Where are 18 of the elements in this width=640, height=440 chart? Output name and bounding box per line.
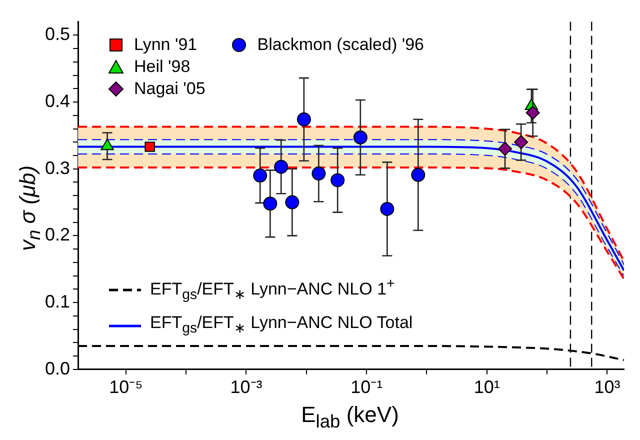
y-tick-label: 0.4 — [44, 90, 70, 111]
x-axis-title: E$_{lab}$ (keV) — [300, 402, 400, 432]
y-tick-label: 0.2 — [44, 224, 70, 245]
y-tick-label: 0.0 — [44, 358, 70, 378]
x-tick-label: 10⁻⁵ — [109, 377, 143, 398]
y-tick-label: 0.3 — [44, 158, 70, 178]
y-tick-label: 0.5 — [44, 24, 70, 44]
legend-label: Heil '98 — [134, 56, 190, 78]
legend-label: EFT$_{gs}$/EFT$_{∗}$ Lynn−ANC NLO 1$^{+}$ — [150, 275, 395, 306]
x-tick-label: 10⁻¹ — [350, 377, 383, 398]
legend-label: EFT$_{gs}$/EFT$_{∗}$ Lynn−ANC NLO Total — [150, 312, 413, 338]
y-tick-label: 0.1 — [44, 292, 70, 312]
legend-label: Lynn '91 — [134, 34, 198, 56]
x-tick-label: 10¹ — [474, 377, 500, 398]
legend-label: Blackmon (scaled) '96 — [257, 34, 424, 56]
x-tick-label: 10⁻³ — [230, 377, 262, 398]
x-tick-label: 10³ — [594, 377, 620, 398]
legend-label: Nagai '05 — [134, 78, 206, 100]
